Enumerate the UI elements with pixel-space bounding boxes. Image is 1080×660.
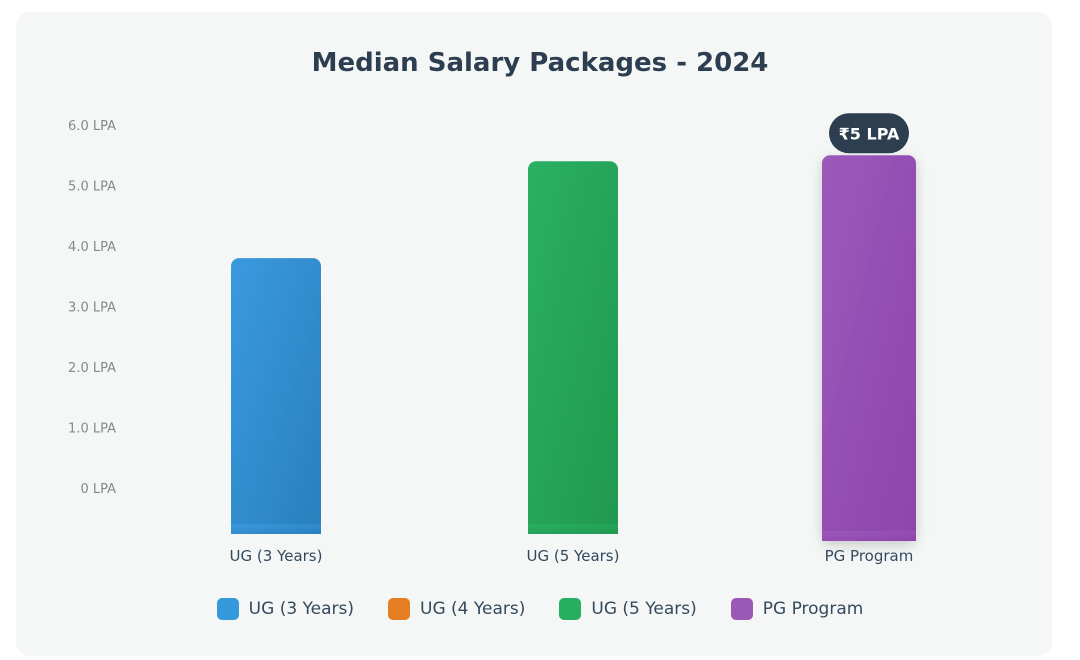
legend-label: UG (4 Years) — [420, 599, 526, 619]
y-tick-label: 1.0 LPA — [68, 422, 116, 437]
bar-chart: 0 LPA 1.0 LPA 2.0 LPA 3.0 LPA 4.0 LPA 5.0 LPA… — [68, 113, 916, 565]
legend-item[interactable]: PG Program — [730, 598, 864, 620]
bar-ug-5-years[interactable] — [528, 161, 618, 535]
legend-label: PG Program — [762, 599, 864, 619]
y-tick-label: 6.0 LPA — [68, 119, 116, 134]
legend-swatch — [388, 598, 411, 620]
legend-swatch — [559, 598, 582, 620]
chart-legend: UG (3 Years) UG (4 Years) UG (5 Years) PG P… — [0, 598, 1080, 620]
legend-label: UG (5 Years) — [591, 599, 697, 619]
legend-label: UG (3 Years) — [248, 599, 355, 619]
x-tick-label: UG (5 Years) — [527, 547, 620, 565]
tooltip-label: ₹5 LPA — [839, 124, 900, 143]
legend-swatch — [216, 598, 239, 620]
x-tick-label: UG (3 Years) — [230, 547, 323, 565]
legend-item[interactable]: UG (4 Years) — [388, 598, 525, 620]
chart-title: Median Salary Packages - 2024 — [311, 48, 769, 78]
y-tick-label: 5.0 LPA — [68, 180, 116, 195]
y-tick-label: 2.0 LPA — [68, 361, 116, 376]
tooltip-background — [829, 113, 909, 154]
bar-base-fill — [528, 524, 618, 534]
legend-item[interactable]: UG (5 Years) — [559, 598, 697, 620]
x-tick-label: PG Program — [825, 547, 914, 565]
legend-swatch — [730, 598, 753, 620]
y-tick-label: 4.0 LPA — [68, 240, 116, 255]
legend-item[interactable]: UG (3 Years) — [216, 598, 355, 620]
y-tick-label: 3.0 LPA — [68, 301, 116, 316]
y-tick-label: 0 LPA — [80, 482, 116, 497]
value-tooltip: ₹5 LPA — [829, 113, 909, 154]
bar-base-fill — [822, 531, 916, 541]
bar-base-fill — [231, 524, 321, 534]
bar-pg-program[interactable] — [822, 155, 916, 541]
bar-ug-3-years[interactable] — [231, 258, 321, 534]
